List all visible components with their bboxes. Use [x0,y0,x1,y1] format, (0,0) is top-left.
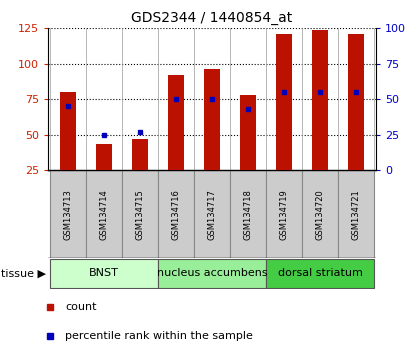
Text: GSM134716: GSM134716 [172,189,181,240]
Bar [50,170,86,258]
Bar [194,170,230,258]
Bar [266,259,374,288]
Bar [240,95,256,170]
Bar [276,34,292,170]
Bar [50,259,158,288]
Text: GSM134718: GSM134718 [244,189,252,240]
Bar [230,170,266,258]
Bar [158,170,194,258]
Bar [132,139,148,170]
Text: GSM134713: GSM134713 [63,189,73,240]
Text: BNST: BNST [89,268,119,279]
Title: GDS2344 / 1440854_at: GDS2344 / 1440854_at [131,11,293,24]
Text: nucleus accumbens: nucleus accumbens [157,268,268,279]
Text: GSM134717: GSM134717 [207,189,217,240]
Text: tissue ▶: tissue ▶ [1,268,46,279]
Bar [204,69,220,170]
Bar [122,170,158,258]
Bar [338,170,374,258]
Bar [312,30,328,170]
Bar [60,92,76,170]
Bar [168,75,184,170]
Text: GSM134720: GSM134720 [315,189,325,240]
Bar [266,170,302,258]
Text: dorsal striatum: dorsal striatum [278,268,362,279]
Bar [302,170,338,258]
Text: GSM134714: GSM134714 [100,189,109,240]
Text: percentile rank within the sample: percentile rank within the sample [65,331,253,341]
Bar [158,259,266,288]
Text: count: count [65,302,97,312]
Text: GSM134721: GSM134721 [352,189,361,240]
Bar [96,144,112,170]
Bar [348,34,364,170]
Bar [86,170,122,258]
Text: GSM134715: GSM134715 [136,189,144,240]
Text: GSM134719: GSM134719 [280,189,289,240]
